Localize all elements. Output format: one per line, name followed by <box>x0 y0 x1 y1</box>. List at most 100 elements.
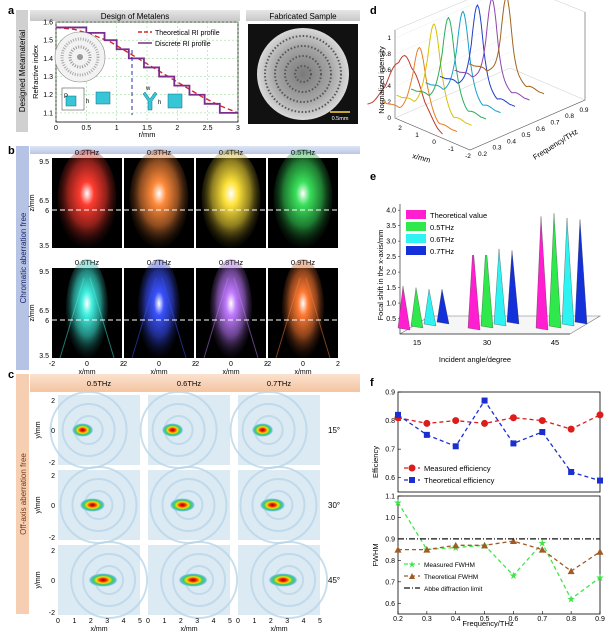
panel-letter-b: b <box>8 145 15 157</box>
angle-label: 30° <box>328 501 340 510</box>
intensity-curve-0.6 <box>425 10 501 114</box>
xtick-c: 0 <box>56 618 60 625</box>
marker-circle <box>538 417 546 425</box>
legend-text-f: Measured FWHM <box>424 562 475 569</box>
xtick-b: 0 <box>301 361 305 368</box>
freq-label-c: 0.7THz <box>267 379 291 388</box>
xtick-b: -2 <box>49 361 55 368</box>
unit-cell-cube-icon <box>65 95 77 107</box>
fabricated-ring-4 <box>294 65 312 83</box>
xtick-c: 4 <box>302 618 306 625</box>
legend-text-e: 0.7THz <box>430 247 454 256</box>
ytick-e: 3.5 <box>386 223 396 230</box>
ytick-e: 3.0 <box>386 239 396 246</box>
xtick-a: 0 <box>54 125 58 132</box>
ztick-d: 1 <box>387 35 391 42</box>
ytick-b: 6.5 <box>39 198 49 205</box>
lines-a <box>55 26 239 114</box>
focal-spot-30° <box>259 498 286 512</box>
xtick-f: 0.8 <box>566 616 576 623</box>
side-label-b: Chromatic aberration free <box>19 212 28 303</box>
inset-label-h2: h <box>158 100 161 106</box>
marker-triangle <box>452 541 460 549</box>
bar-0.6THz-45 <box>561 217 575 327</box>
freq-label-c: 0.6THz <box>177 379 201 388</box>
xtick-c: 3 <box>195 618 199 625</box>
ylabel-c: y/mm <box>35 571 42 588</box>
side-label-a: Designed Metamaterial <box>18 30 27 112</box>
ylabel-f-bottom: FWHM <box>371 543 380 566</box>
angle-label: 15° <box>328 426 340 435</box>
focal-beam-0.6THz <box>66 259 108 358</box>
xtick-b: 2 <box>192 361 196 368</box>
axis-floor-d2 <box>509 67 586 101</box>
marker-star: ★ <box>538 539 547 550</box>
xtick-d: 1 <box>415 132 419 139</box>
cube-icon-3 <box>167 93 183 109</box>
legend-text-e: 0.5THz <box>430 223 454 232</box>
legend-marker-square <box>409 477 415 483</box>
airy-ring <box>160 541 239 619</box>
ytick-f: 0.7 <box>385 579 395 586</box>
side-bar-a <box>16 10 28 132</box>
scale-bar-label: 0.5mm <box>332 116 349 122</box>
bar-0.5THz-30 <box>480 244 494 329</box>
ylabel-b: z/mm <box>29 304 36 321</box>
focal-beam-0.8THz <box>210 259 252 358</box>
ytick-f: 1.1 <box>385 494 395 501</box>
airy-ring <box>151 403 206 457</box>
header-design <box>30 10 240 21</box>
ytick-f: 0.7 <box>385 447 395 454</box>
xtick-c: 0 <box>236 618 240 625</box>
focal-beam-0.2THz <box>57 149 117 248</box>
legend-theoretical: Theoretical RI profile <box>155 30 220 37</box>
xtick-f: 0.4 <box>451 616 461 623</box>
ytick-c: 0 <box>51 428 55 435</box>
panel-letter-f: f <box>370 377 374 389</box>
xtick-b: 0 <box>157 361 161 368</box>
side-bar-c <box>16 374 29 614</box>
header-band-b <box>30 146 360 154</box>
ztick-d: 0.6 <box>382 67 391 74</box>
xtick-a: 1 <box>115 125 119 132</box>
ylabel-a: Refractive index <box>31 45 40 99</box>
legend-swatch-0.7THz <box>406 246 426 255</box>
side-lobe-right <box>89 277 115 359</box>
marker-triangle <box>394 546 402 553</box>
xtick-d: -1 <box>448 146 454 153</box>
panel-letter-e: e <box>370 171 376 183</box>
marker-square <box>452 443 459 450</box>
ytick-c: -2 <box>49 535 55 542</box>
xtick-c: 1 <box>252 618 256 625</box>
focal-maps-b: 0.2THz9.56.563.5z/mm0.3THz0.4THz0.5THz0.… <box>29 148 340 376</box>
ylabel-c: y/mm <box>35 496 42 513</box>
ytick-e: 1.0 <box>386 301 396 308</box>
side-lobe-left <box>59 277 85 359</box>
bar-Theoretical value-15 <box>397 286 411 331</box>
legend-text-e: Theoretical value <box>430 211 487 220</box>
ytick-b: 9.5 <box>39 269 49 276</box>
fabricated-ring-2 <box>274 45 332 103</box>
legend-text-f: Theoretical FWHM <box>424 574 478 581</box>
focal-spot-15° <box>71 423 94 437</box>
bar-0.7THz-45 <box>574 219 588 325</box>
side-lobe-right <box>305 277 331 359</box>
bar-0.7THz-30 <box>506 250 520 325</box>
focal-beam-0.3THz <box>129 149 189 248</box>
xtick-b: 2 <box>336 361 340 368</box>
side-bar-b <box>16 146 29 370</box>
series-line-Measured efficiency <box>397 414 601 430</box>
ytick-f: 0.8 <box>385 558 395 565</box>
ytick-e: 2.0 <box>386 270 396 277</box>
marker-square <box>539 429 546 435</box>
ytick-a: 1.1 <box>43 110 53 117</box>
xtick-d: 2 <box>398 125 402 132</box>
marker-square <box>481 397 488 404</box>
plot-d: 0 0.2 0.4 0.6 0.8 1 2 1 0 -1 -2 0.2 0.3 0.4 0.5 0.6 0.7 0… <box>367 0 589 160</box>
ytick-d: 0.8 <box>565 113 574 120</box>
ytick-f: 0.6 <box>385 475 395 482</box>
bar-0.5THz-45 <box>548 213 562 329</box>
xtick-c: 3 <box>105 618 109 625</box>
zgrid-d <box>394 0 483 39</box>
panel-letter-d: d <box>370 5 377 17</box>
